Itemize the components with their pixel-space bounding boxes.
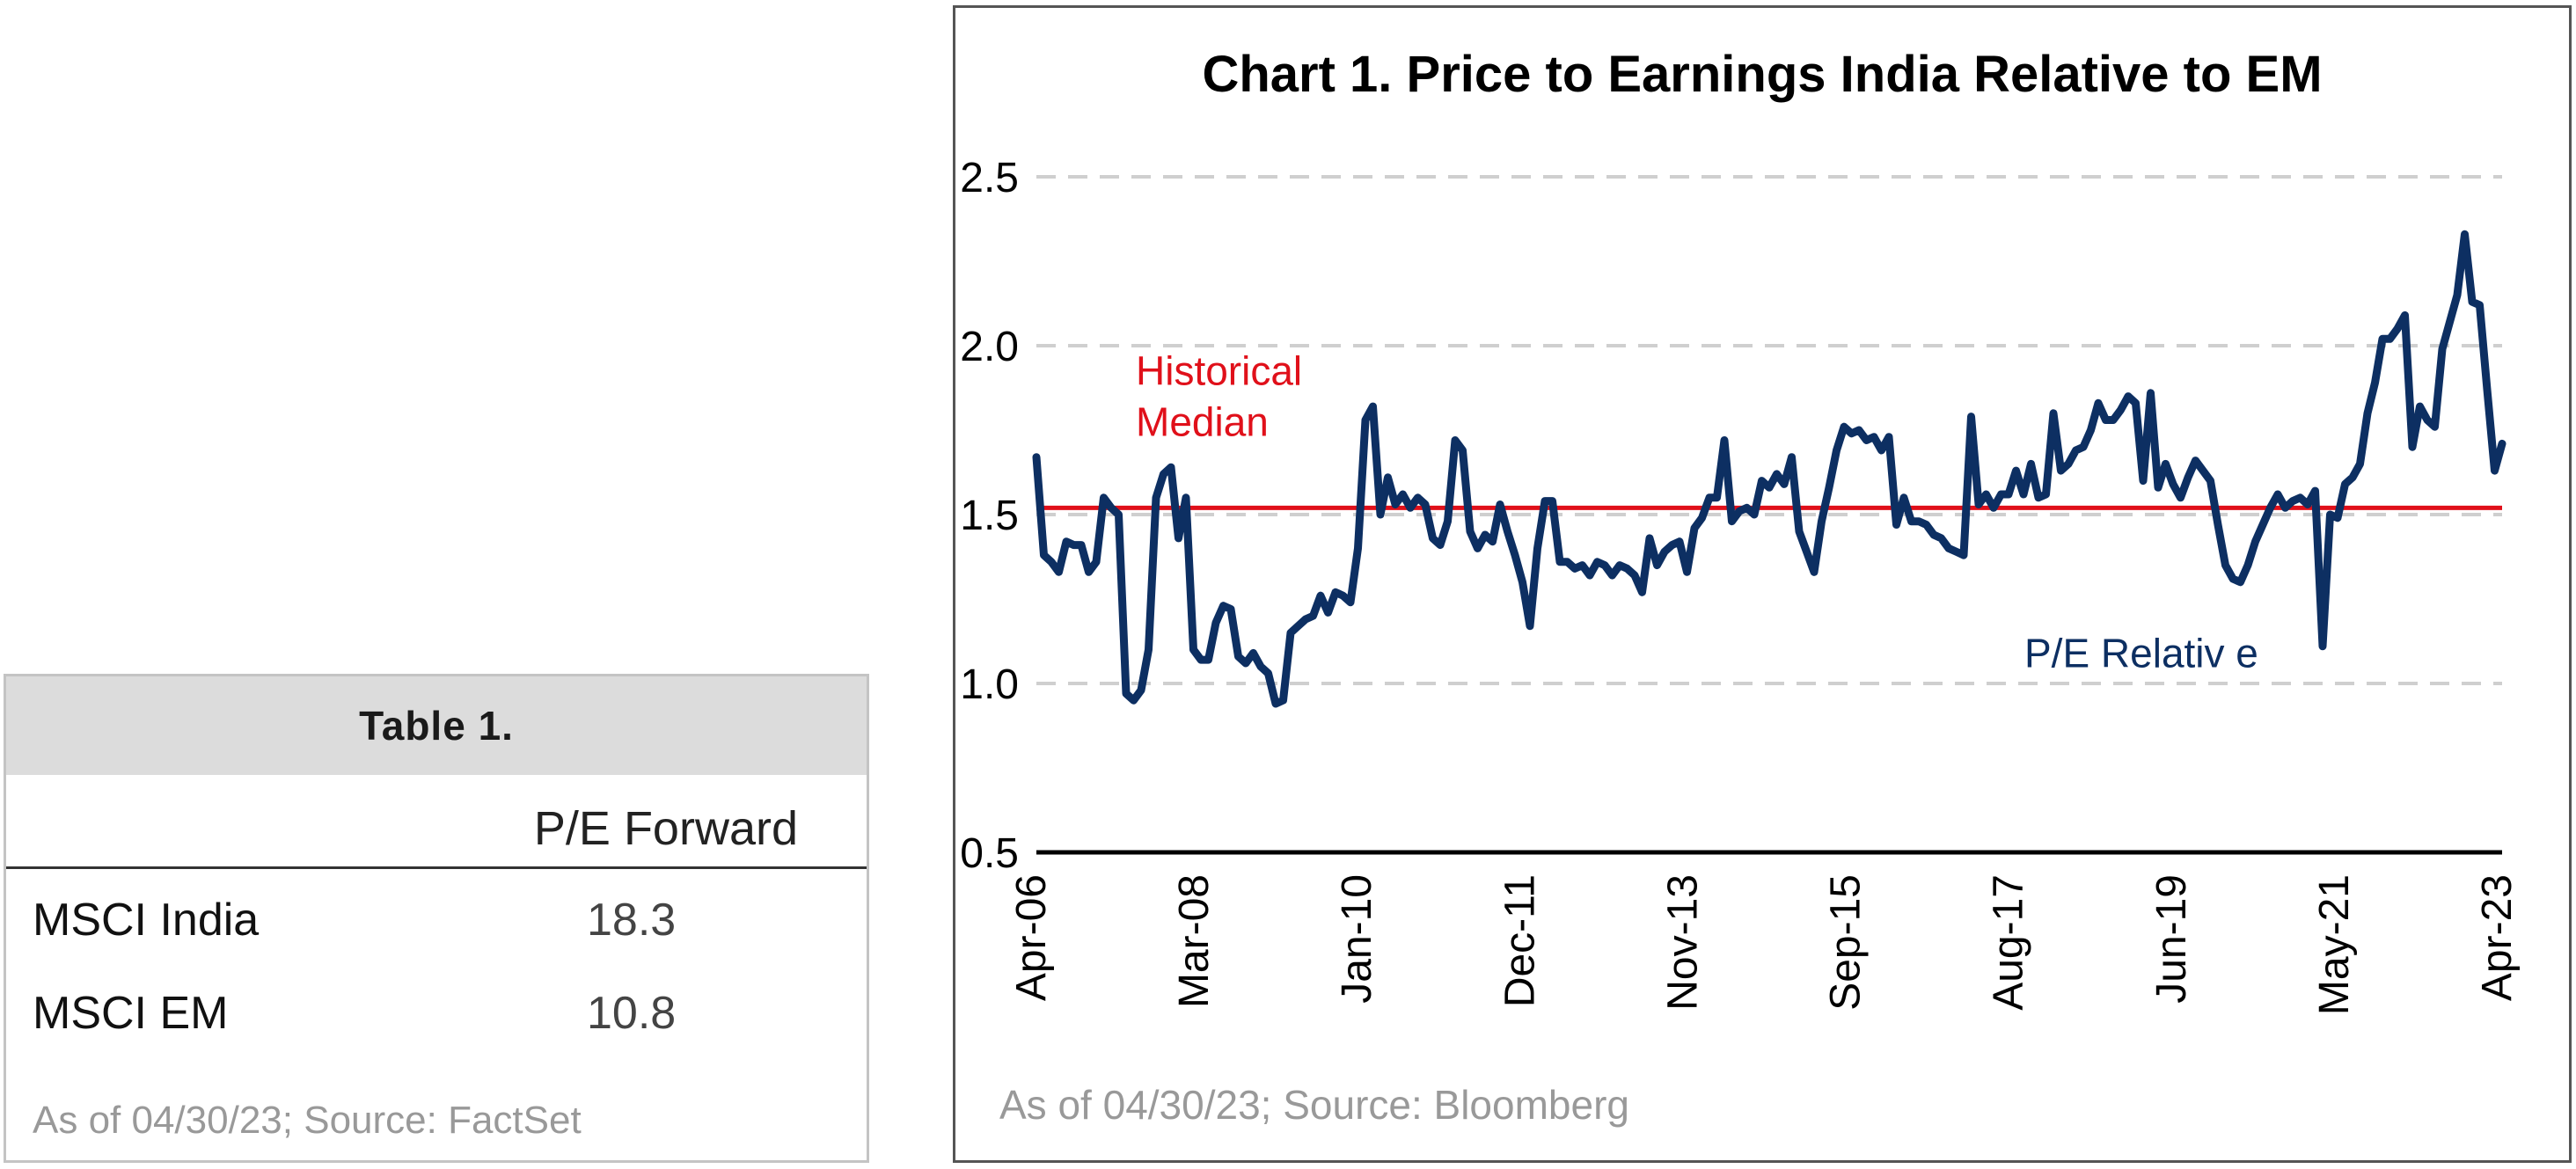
y-tick-label: 2.0 — [960, 324, 1019, 370]
chart-source-note: As of 04/30/23; Source: Bloomberg — [999, 1082, 1629, 1128]
table-header-row: P/E Forward — [6, 775, 867, 869]
x-tick-label: Jun-19 — [2148, 874, 2195, 1004]
x-tick-label: Apr-06 — [1008, 874, 1055, 1001]
x-tick-label: Sep-15 — [1823, 874, 1870, 1011]
historical-median-label-line2: Median — [1136, 398, 1269, 444]
x-tick-label: Aug-17 — [1986, 874, 2032, 1011]
table-panel: Table 1. P/E Forward MSCI India 18.3 MSC… — [4, 674, 869, 1163]
x-tick-label: May-21 — [2311, 874, 2358, 1015]
x-axis-ticks: Apr-06 Mar-08 Jan-10 Dec-11 Nov-13 Sep-15 Aug-… — [1008, 874, 2521, 1015]
x-tick-label: Mar-08 — [1171, 874, 1218, 1008]
row-label: MSCI EM — [33, 988, 229, 1039]
series-line-pe-relative — [1032, 230, 2506, 708]
gridlines — [1036, 175, 2502, 685]
row-value: 18.3 — [587, 895, 677, 946]
x-tick-label: Apr-23 — [2474, 874, 2521, 1001]
table-source-note: As of 04/30/23; Source: FactSet — [33, 1099, 582, 1142]
series-group — [1032, 230, 2506, 708]
pe-relative-chart: Chart 1. Price to Earnings India Relativ… — [960, 46, 2521, 1128]
y-tick-label: 1.5 — [960, 493, 1019, 539]
x-tick-label: Jan-10 — [1334, 874, 1380, 1004]
series-label-pe-relative: P/E Relativ e — [2024, 631, 2258, 676]
y-tick-label: 1.0 — [960, 661, 1019, 708]
y-tick-label: 0.5 — [960, 830, 1019, 877]
column-header-pe-forward: P/E Forward — [533, 802, 798, 855]
historical-median-label-line1: Historical — [1136, 347, 1302, 393]
table-row: MSCI EM 10.8 — [6, 962, 867, 1056]
chart-panel: Chart 1. Price to Earnings India Relativ… — [953, 5, 2572, 1163]
chart-title: Chart 1. Price to Earnings India Relativ… — [1202, 46, 2322, 103]
y-axis-ticks: 0.5 1.0 1.5 2.0 2.5 — [960, 155, 1019, 877]
x-tick-label: Nov-13 — [1659, 874, 1706, 1011]
table-title: Table 1. — [6, 676, 867, 775]
table-row: MSCI India 18.3 — [6, 869, 867, 962]
x-tick-label: Dec-11 — [1497, 874, 1543, 1007]
row-label: MSCI India — [33, 895, 260, 946]
row-value: 10.8 — [587, 988, 677, 1039]
y-tick-label: 2.5 — [960, 155, 1019, 201]
